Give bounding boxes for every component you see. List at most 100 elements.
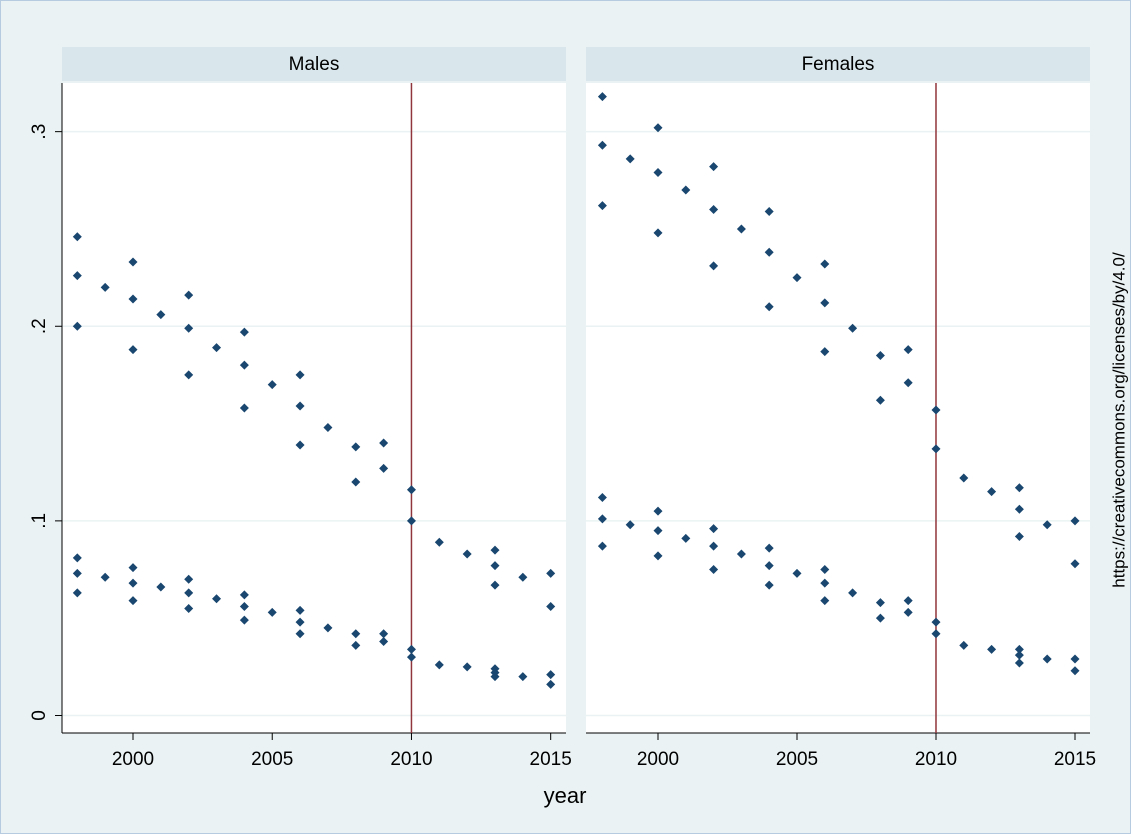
point — [709, 162, 719, 172]
point — [239, 590, 249, 600]
point — [1014, 644, 1024, 654]
point — [820, 596, 830, 606]
point — [820, 347, 830, 357]
point — [434, 660, 444, 670]
point — [462, 549, 472, 559]
point — [239, 403, 249, 413]
point — [490, 580, 500, 590]
point — [184, 290, 194, 300]
point — [764, 247, 774, 257]
point — [792, 568, 802, 578]
point — [462, 662, 472, 672]
x-tick-label: 2000 — [637, 749, 679, 770]
point — [1070, 559, 1080, 569]
point — [490, 545, 500, 555]
point — [597, 493, 607, 503]
point — [518, 672, 528, 682]
x-tick-label: 2000 — [112, 749, 154, 770]
point — [239, 602, 249, 612]
x-tick-label: 2005 — [251, 749, 293, 770]
point — [903, 596, 913, 606]
point — [709, 541, 719, 551]
point — [931, 617, 941, 627]
point — [406, 652, 416, 662]
point — [379, 463, 389, 473]
point — [903, 345, 913, 355]
point — [72, 271, 82, 281]
point — [379, 637, 389, 647]
point — [406, 485, 416, 495]
y-tick-label: .3 — [29, 124, 50, 140]
point — [820, 298, 830, 308]
point — [820, 578, 830, 588]
point — [653, 228, 663, 238]
point — [546, 602, 556, 612]
point — [239, 327, 249, 337]
point — [490, 561, 500, 571]
point — [295, 401, 305, 411]
point — [681, 533, 691, 543]
point — [736, 549, 746, 559]
point — [128, 563, 138, 573]
point — [653, 506, 663, 516]
y-tick-label: 0 — [29, 710, 50, 721]
point — [1014, 650, 1024, 660]
point — [848, 588, 858, 598]
point — [764, 206, 774, 216]
point — [653, 526, 663, 536]
point — [184, 603, 194, 613]
point — [323, 623, 333, 633]
x-tick-label: 2010 — [915, 749, 957, 770]
x-tick-label: 2015 — [1054, 749, 1096, 770]
point — [323, 422, 333, 432]
point — [128, 257, 138, 267]
panel-title: Males — [289, 54, 340, 75]
plot-area — [62, 83, 566, 733]
point — [653, 551, 663, 561]
point — [72, 588, 82, 598]
point — [1070, 516, 1080, 526]
point — [184, 370, 194, 380]
point — [212, 594, 222, 604]
point — [709, 565, 719, 575]
point — [709, 204, 719, 214]
point — [820, 565, 830, 575]
point — [490, 672, 500, 682]
point — [72, 321, 82, 331]
point — [351, 442, 361, 452]
point — [128, 596, 138, 606]
point — [764, 561, 774, 571]
point — [379, 629, 389, 639]
point — [792, 273, 802, 283]
point — [820, 259, 830, 269]
point — [128, 345, 138, 355]
point — [597, 140, 607, 150]
point — [406, 644, 416, 654]
point — [653, 168, 663, 178]
point — [931, 629, 941, 639]
panel-title: Females — [802, 54, 875, 75]
point — [72, 232, 82, 242]
point — [959, 640, 969, 650]
point — [434, 537, 444, 547]
point — [128, 578, 138, 588]
x-tick-label: 2005 — [776, 749, 818, 770]
point — [72, 568, 82, 578]
point — [653, 123, 663, 133]
x-axis-label: year — [544, 783, 587, 808]
point — [597, 541, 607, 551]
x-tick-label: 2015 — [530, 749, 572, 770]
point — [546, 568, 556, 578]
point — [875, 613, 885, 623]
panel-header — [586, 47, 1090, 81]
point — [597, 201, 607, 211]
y-tick-label: .2 — [29, 318, 50, 334]
point — [295, 440, 305, 450]
point — [625, 154, 635, 164]
point — [597, 514, 607, 524]
point — [625, 520, 635, 530]
point — [848, 323, 858, 333]
point — [156, 582, 166, 592]
point — [546, 679, 556, 689]
